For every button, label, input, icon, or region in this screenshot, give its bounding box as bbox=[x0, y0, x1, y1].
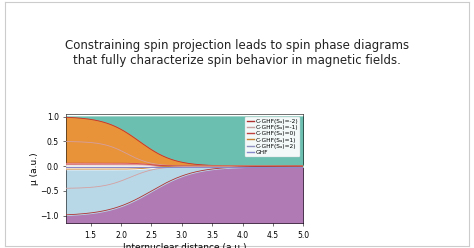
Text: Constraining spin projection leads to spin phase diagrams
that fully characteriz: Constraining spin projection leads to sp… bbox=[65, 39, 409, 67]
X-axis label: Internuclear distance (a.u.): Internuclear distance (a.u.) bbox=[123, 243, 246, 248]
Legend: C-GHF(Sₐ)=-2), C-GHF(Sₐ)=-1), C-GHF(Sₐ)=0), C-GHF(Sₐ)=1), C-GHF(Sₐ)=2), GHF: C-GHF(Sₐ)=-2), C-GHF(Sₐ)=-1), C-GHF(Sₐ)=… bbox=[245, 117, 301, 157]
Y-axis label: μ (a.u.): μ (a.u.) bbox=[30, 152, 39, 185]
